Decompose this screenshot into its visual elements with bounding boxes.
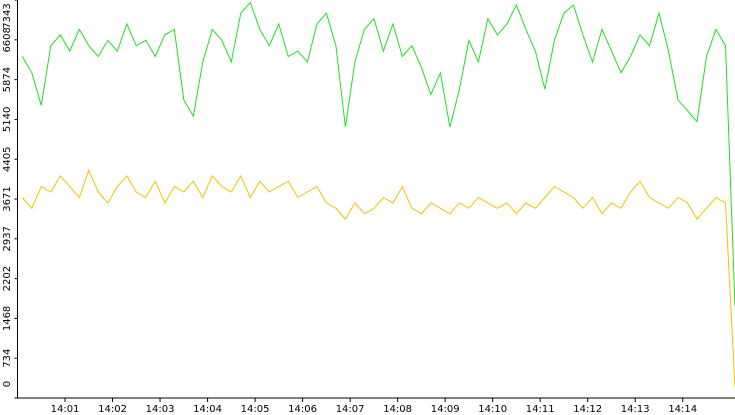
- x-tick-label: 14:11: [526, 404, 555, 415]
- series-line: [21, 169, 735, 388]
- y-tick-label: 3671: [2, 186, 13, 211]
- x-tick-label: 14:12: [573, 404, 602, 415]
- series-line: [21, 1, 735, 306]
- x-tick-label: 14:07: [336, 404, 365, 415]
- x-tick-label: 14:02: [98, 404, 127, 415]
- x-tick-label: 14:10: [478, 404, 507, 415]
- y-tick-label: 6608: [2, 27, 13, 52]
- x-tick-label: 14:05: [241, 404, 270, 415]
- y-tick-label: 2202: [2, 266, 13, 291]
- y-tick-label: 734: [2, 349, 13, 368]
- y-tick-label: 5874: [2, 67, 13, 92]
- x-tick-label: 14:09: [431, 404, 460, 415]
- y-tick-label: 2937: [2, 226, 13, 251]
- x-tick-label: 14:06: [288, 404, 317, 415]
- x-tick-label: 14:04: [193, 404, 222, 415]
- y-tick-label: 5140: [2, 107, 13, 132]
- y-tick-label: 7343: [2, 3, 13, 28]
- y-tick-label: 1468: [2, 306, 13, 331]
- x-tick-label: 14:14: [668, 404, 697, 415]
- y-tick-label: 4405: [2, 147, 13, 172]
- x-tick-label: 14:08: [383, 404, 412, 415]
- x-tick-label: 14:13: [621, 404, 650, 415]
- x-tick-label: 14:01: [51, 404, 80, 415]
- x-tick-label: 14:03: [146, 404, 175, 415]
- y-tick-label: 0: [2, 381, 13, 387]
